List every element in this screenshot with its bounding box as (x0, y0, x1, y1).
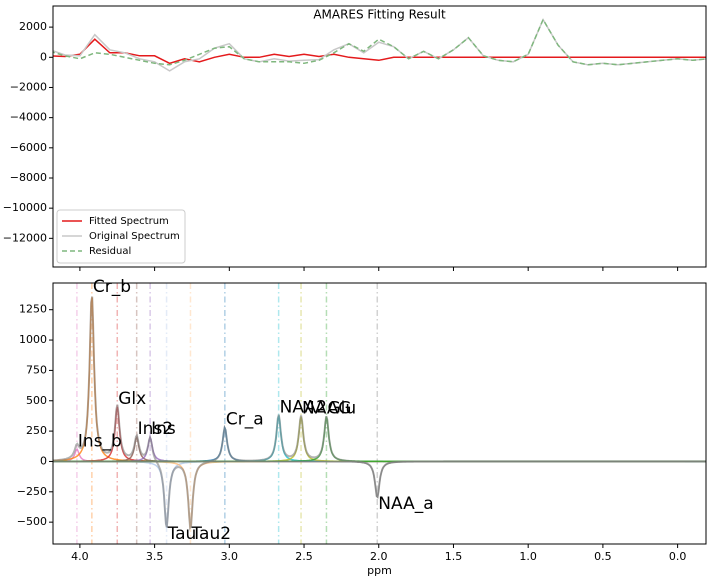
y-tick-label: −2000 (10, 80, 47, 93)
y-tick-label: −12000 (3, 231, 47, 244)
component-line (53, 448, 706, 463)
chart-title: AMARES Fitting Result (313, 8, 446, 22)
y-tick-label: 1000 (19, 333, 47, 346)
legend-label: Residual (89, 246, 131, 257)
peak-label: NAA_a (378, 494, 433, 514)
axes-frame (52, 282, 707, 545)
y-tick-label: 0 (40, 454, 47, 467)
legend-label: Original Spectrum (89, 231, 180, 242)
plot-area (53, 17, 706, 72)
peak-label: Glx (118, 389, 146, 409)
peak-label: Glu (327, 399, 356, 419)
y-tick-label: −250 (17, 485, 47, 498)
sum-line (53, 296, 706, 531)
legend-box (56, 209, 186, 264)
y-tick-label: −8000 (10, 171, 47, 184)
y-tick-label: 250 (26, 424, 47, 437)
peak-label: NAA2 (280, 397, 327, 417)
y-tick-label: −10000 (3, 201, 47, 214)
x-tick-label: 3.5 (146, 550, 164, 563)
peak-label: Cr_b (93, 277, 131, 297)
axes-frame (52, 5, 707, 268)
y-tick-label: −4000 (10, 111, 47, 124)
y-tick-label: 750 (26, 363, 47, 376)
y-tick-label: 2000 (19, 20, 47, 33)
y-tick-label: 1250 (19, 303, 47, 316)
y-tick-label: 500 (26, 394, 47, 407)
x-tick-label: 4.0 (71, 550, 89, 563)
plot-area (53, 283, 706, 544)
x-axis-label: ppm (367, 564, 392, 577)
peak-label: Ins_b (78, 431, 122, 451)
series-line (53, 17, 706, 72)
x-tick-label: 2.5 (295, 550, 313, 563)
peak-label: Ins2 (138, 419, 173, 439)
x-tick-label: 2.0 (370, 550, 388, 563)
y-tick-label: −500 (17, 515, 47, 528)
x-tick-label: 1.5 (445, 550, 463, 563)
peak-label: NAAG (302, 399, 351, 419)
series-line (53, 17, 706, 66)
x-tick-label: 3.0 (221, 550, 239, 563)
y-tick-label: 0 (40, 50, 47, 63)
peak-label: Cr_a (226, 409, 264, 429)
x-tick-label: 0.5 (594, 550, 612, 563)
series-line (53, 38, 706, 65)
legend-label: Fitted Spectrum (89, 216, 169, 227)
y-tick-label: −6000 (10, 141, 47, 154)
peak-label: Tau (167, 524, 197, 544)
peak-label: Tau2 (190, 524, 231, 544)
x-tick-label: 0.0 (669, 550, 687, 563)
peak-label: Ins (151, 419, 176, 439)
x-tick-label: 1.0 (519, 550, 537, 563)
